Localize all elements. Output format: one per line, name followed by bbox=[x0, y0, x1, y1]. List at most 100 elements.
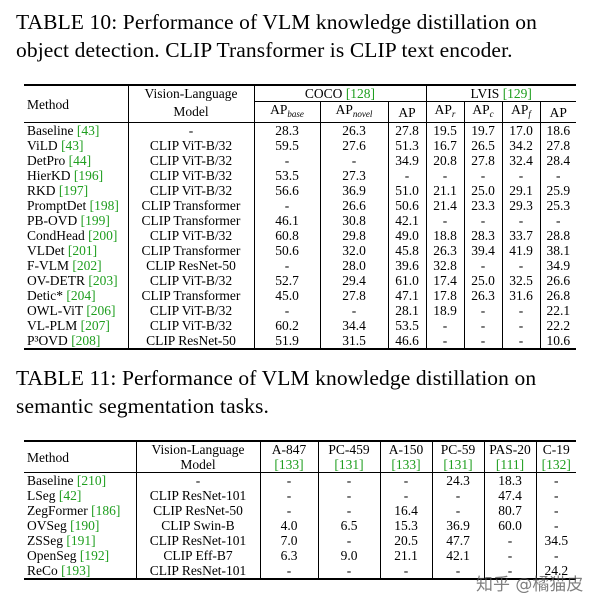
value-cell: 60.0 bbox=[484, 518, 537, 533]
value-cell: 30.8 bbox=[320, 213, 389, 228]
method-cell: RKD [197] bbox=[24, 183, 129, 198]
seg-col-header-c19: C-19 bbox=[542, 442, 570, 457]
value-cell: 41.9 bbox=[502, 243, 541, 258]
col-header-ap-lvis: AP bbox=[549, 104, 567, 120]
value-cell: - bbox=[260, 488, 319, 503]
value-cell: 10.6 bbox=[546, 333, 571, 348]
value-cell: 25.0 bbox=[464, 183, 503, 198]
method-name: OpenSeg bbox=[27, 548, 77, 563]
citation-ref: [43] bbox=[76, 123, 100, 138]
method-name: PB-OVD bbox=[27, 213, 78, 228]
citation-ref: [190] bbox=[70, 518, 100, 533]
det-row: RKD [197] CLIP ViT-B/32 56.6 36.9 51.0 21.1 25… bbox=[24, 183, 576, 198]
det-row: PB-OVD [199] CLIP Transformer 46.1 30.8 42.1… bbox=[24, 213, 576, 228]
vl-model-cell: CLIP ViT-B/32 bbox=[128, 168, 255, 183]
col-header-method: Method bbox=[24, 85, 129, 123]
value-cell: 53.5 bbox=[254, 168, 321, 183]
value-cell: 28.0 bbox=[320, 258, 389, 273]
value-cell: - bbox=[554, 488, 559, 503]
value-cell: 32.8 bbox=[426, 258, 465, 273]
value-cell: 26.5 bbox=[464, 138, 503, 153]
value-cell: 19.7 bbox=[464, 122, 503, 138]
value-cell: 20.5 bbox=[380, 533, 433, 548]
value-cell: - bbox=[318, 533, 381, 548]
det-row: ViLD [43] CLIP ViT-B/32 59.5 27.6 51.3 16.7 26… bbox=[24, 138, 576, 153]
citation-ref: [208] bbox=[71, 333, 101, 348]
col-header-ap: AP bbox=[388, 101, 427, 123]
value-cell: - bbox=[320, 153, 389, 168]
value-cell: 52.7 bbox=[254, 273, 321, 288]
value-cell: 26.3 bbox=[426, 243, 465, 258]
method-cell: CondHead [200] bbox=[24, 228, 129, 243]
value-cell: 36.9 bbox=[320, 183, 389, 198]
value-cell: 32.0 bbox=[320, 243, 389, 258]
value-cell: - bbox=[426, 333, 465, 349]
value-cell: 39.6 bbox=[388, 258, 427, 273]
value-cell: 26.3 bbox=[320, 122, 389, 138]
value-cell: - bbox=[502, 258, 541, 273]
watermark: 知乎 @橘猫皮 bbox=[476, 575, 584, 595]
method-cell: ViLD [43] bbox=[24, 138, 129, 153]
value-cell: 27.8 bbox=[464, 153, 503, 168]
method-name: OV-DETR bbox=[27, 273, 86, 288]
citation-ref: [192] bbox=[79, 548, 110, 563]
value-cell: 27.8 bbox=[546, 138, 571, 153]
value-cell: 19.5 bbox=[426, 122, 465, 138]
value-cell: 80.7 bbox=[484, 503, 537, 518]
value-cell: - bbox=[254, 198, 321, 213]
value-cell: - bbox=[502, 318, 541, 333]
vl-model-cell: CLIP ViT-B/32 bbox=[128, 273, 255, 288]
method-cell: P³OVD [208] bbox=[24, 333, 129, 349]
seg-row: ZegFormer [186] CLIP ResNet-50- -16.4-80.7… bbox=[24, 503, 576, 518]
value-cell: 31.6 bbox=[502, 288, 541, 303]
value-cell: 28.4 bbox=[546, 153, 571, 168]
value-cell: 61.0 bbox=[388, 273, 427, 288]
value-cell: 34.4 bbox=[320, 318, 389, 333]
value-cell: - bbox=[484, 548, 537, 563]
method-cell: DetPro [44] bbox=[24, 153, 129, 168]
value-cell: 32.5 bbox=[502, 273, 541, 288]
citation-ref: [199] bbox=[80, 213, 110, 228]
det-row: OV-DETR [203] CLIP ViT-B/32 52.7 29.4 61.0 17… bbox=[24, 273, 576, 288]
method-cell: OV-DETR [203] bbox=[24, 273, 129, 288]
seg-row: OVSeg [190] CLIP Swin-B 4.0 6.5 15.3 36.9 60.0… bbox=[24, 518, 576, 533]
value-cell: - bbox=[554, 473, 559, 488]
citation-ref: [210] bbox=[76, 473, 107, 488]
value-cell: - bbox=[502, 333, 541, 349]
value-cell: 51.3 bbox=[388, 138, 427, 153]
det-row: OWL-ViT [206] CLIP ViT-B/32- -28.1 18.9- -22… bbox=[24, 303, 576, 318]
table11-body: Baseline [210] - - - -24.3 18.3- LSeg [42] CLIP… bbox=[24, 472, 576, 579]
citation-ref: [193] bbox=[61, 563, 91, 578]
value-cell: - bbox=[464, 168, 503, 183]
det-row: PromptDet [198] CLIP Transformer -26.6 50.6… bbox=[24, 198, 576, 213]
method-name: ZegFormer bbox=[27, 503, 88, 518]
value-cell: - bbox=[432, 503, 485, 518]
value-cell: 42.1 bbox=[388, 213, 427, 228]
col-header-ap-novel: APnovel bbox=[320, 101, 389, 123]
col-group-lvis: LVIS [129] bbox=[426, 85, 576, 102]
citation-ref: [186] bbox=[91, 503, 121, 518]
value-cell: 27.8 bbox=[388, 122, 427, 138]
value-cell: 34.2 bbox=[502, 138, 541, 153]
citation-ref: [42] bbox=[58, 488, 82, 503]
col-header-ap-base: APbase bbox=[254, 101, 321, 123]
value-cell: - bbox=[556, 168, 561, 183]
seg-col-header-method: Method bbox=[24, 441, 137, 473]
vl-model-cell: CLIP ViT-B/32 bbox=[128, 153, 255, 168]
value-cell: 16.7 bbox=[426, 138, 465, 153]
value-cell: - bbox=[502, 303, 541, 318]
value-cell: 47.7 bbox=[432, 533, 485, 548]
col-header-vl-model: Vision-Language bbox=[128, 85, 255, 102]
citation-ref: [198] bbox=[89, 198, 119, 213]
method-name: VLDet bbox=[27, 243, 65, 258]
value-cell: - bbox=[388, 168, 427, 183]
value-cell: 28.3 bbox=[254, 122, 321, 138]
col-header-ap-r: APr bbox=[426, 101, 465, 123]
value-cell: 18.3 bbox=[484, 472, 537, 488]
method-name: RKD bbox=[27, 183, 56, 198]
vl-model-cell: CLIP ViT-B/32 bbox=[128, 318, 255, 333]
value-cell: 34.9 bbox=[388, 153, 427, 168]
value-cell: 34.9 bbox=[546, 258, 571, 273]
seg-col-header-model: Model bbox=[136, 457, 261, 473]
value-cell: - bbox=[484, 533, 537, 548]
